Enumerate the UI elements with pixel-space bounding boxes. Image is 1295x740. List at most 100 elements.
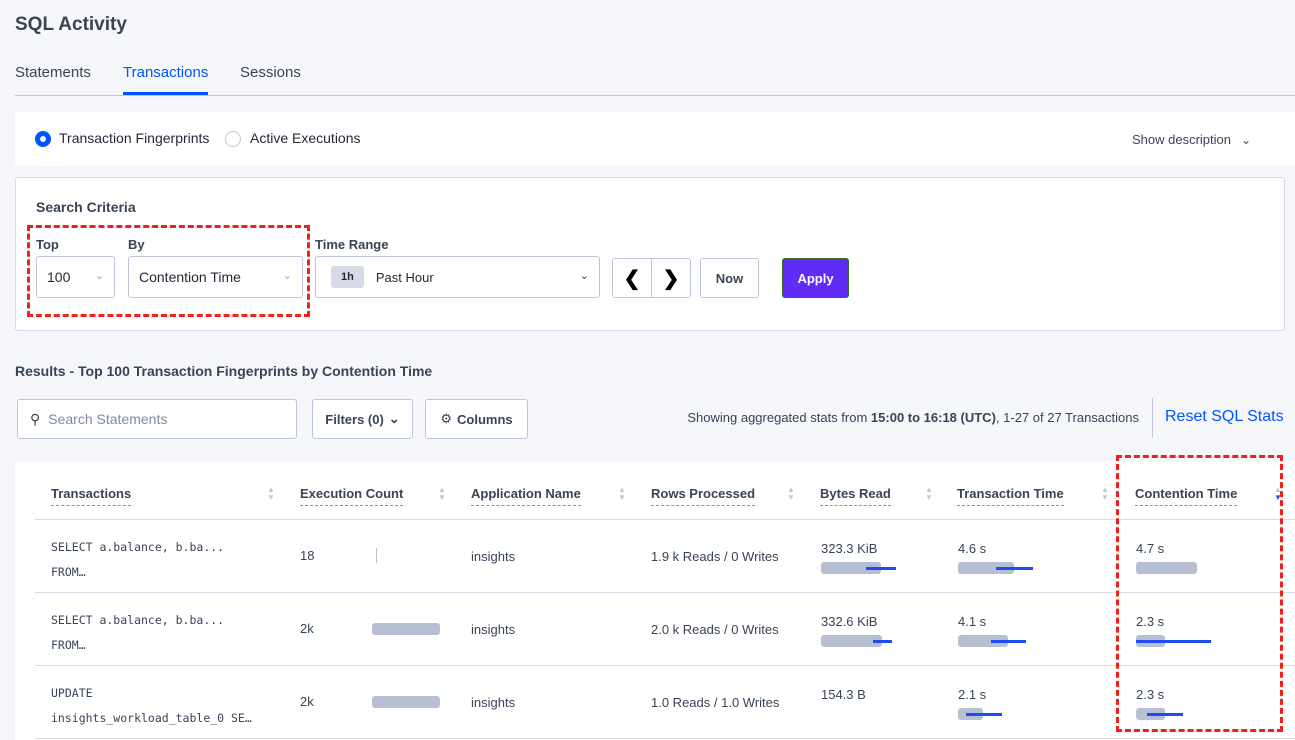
bytes-read: 323.3 KiB bbox=[821, 541, 878, 556]
columns-button[interactable]: ⚙ Columns bbox=[425, 399, 528, 439]
by-select[interactable]: Contention Time ⌄ bbox=[128, 256, 303, 298]
column-header-bytes-read[interactable]: Bytes Read bbox=[820, 486, 891, 506]
column-header-transaction-time[interactable]: Transaction Time bbox=[957, 486, 1064, 506]
chevron-down-icon: ⌄ bbox=[1241, 133, 1252, 147]
by-value: Contention Time bbox=[139, 269, 241, 285]
results-summary: Showing aggregated stats from 15:00 to 1… bbox=[687, 410, 1139, 425]
chevron-right-icon: ❯ bbox=[662, 267, 680, 290]
chevron-left-icon: ❮ bbox=[623, 267, 641, 290]
tab-divider bbox=[15, 95, 1295, 96]
sort-icon[interactable]: ▲ ▼ bbox=[267, 485, 275, 502]
header-divider bbox=[35, 519, 1295, 520]
contention-time: 2.3 s bbox=[1136, 687, 1165, 702]
time-badge: 1h bbox=[331, 266, 364, 288]
transaction-time: 2.1 s bbox=[958, 687, 987, 702]
transaction-time-mean-bar bbox=[958, 635, 1009, 647]
column-header-application-name[interactable]: Application Name bbox=[471, 486, 581, 506]
sort-icon[interactable]: ▲ ▼ bbox=[925, 485, 933, 502]
search-input[interactable]: ⚲ Search Statements bbox=[17, 399, 297, 439]
row-divider bbox=[35, 665, 1295, 666]
txn-line: FROM… bbox=[51, 565, 86, 579]
sort-icon[interactable]: ▲ ▼ bbox=[618, 485, 626, 502]
contention-time: 2.3 s bbox=[1136, 614, 1165, 629]
summary-suffix: , 1-27 of 27 Transactions bbox=[995, 410, 1139, 425]
filters-label: Filters (0) bbox=[325, 411, 384, 427]
sort-icon[interactable]: ▲ ▼ bbox=[438, 485, 446, 502]
txn-line: insights_workload_table_0 SE… bbox=[51, 711, 252, 725]
now-button[interactable]: Now bbox=[700, 258, 759, 298]
by-label: By bbox=[128, 237, 145, 252]
sort-icon[interactable]: ▲ ▼ bbox=[1274, 485, 1282, 502]
show-description-toggle[interactable]: Show description ⌄ bbox=[1132, 132, 1251, 147]
search-criteria-panel bbox=[15, 177, 1285, 331]
tab-statements[interactable]: Statements bbox=[15, 64, 91, 81]
transactions-table bbox=[15, 462, 1295, 740]
sort-icon[interactable]: ▲ ▼ bbox=[1101, 485, 1109, 502]
rows-processed: 1.9 k Reads / 0 Writes bbox=[651, 549, 779, 564]
transaction-fingerprint-link[interactable]: UPDATE insights_workload_table_0 SE… bbox=[51, 681, 252, 731]
filters-button[interactable]: Filters (0) ⌄ bbox=[312, 399, 413, 439]
page-title: SQL Activity bbox=[15, 14, 127, 35]
active-tab-indicator bbox=[123, 92, 208, 95]
top-value: 100 bbox=[47, 269, 71, 285]
transaction-time-mean-bar bbox=[958, 562, 1015, 574]
contention-time-deviation-line bbox=[1147, 713, 1183, 716]
column-header-transactions[interactable]: Transactions bbox=[51, 486, 132, 506]
chevron-down-icon: ⌄ bbox=[282, 270, 292, 282]
chevron-down-icon: ⌄ bbox=[94, 270, 104, 282]
previous-range-button[interactable]: ❮ bbox=[612, 258, 652, 298]
tab-transactions[interactable]: Transactions bbox=[123, 64, 209, 81]
time-range-label: Time Range bbox=[315, 237, 389, 252]
txn-line: FROM… bbox=[51, 638, 86, 652]
gear-icon: ⚙ bbox=[440, 411, 453, 426]
next-range-button[interactable]: ❯ bbox=[651, 258, 691, 298]
apply-button[interactable]: Apply bbox=[782, 258, 849, 298]
execution-count: 2k bbox=[300, 694, 314, 709]
columns-label: Columns bbox=[457, 411, 513, 427]
search-placeholder: Search Statements bbox=[48, 411, 168, 427]
search-criteria-heading: Search Criteria bbox=[36, 199, 136, 215]
contention-time-mean-bar bbox=[1136, 562, 1197, 574]
bytes-read: 332.6 KiB bbox=[821, 614, 878, 629]
sort-icon[interactable]: ▲ ▼ bbox=[787, 485, 795, 502]
execution-count-bar bbox=[372, 696, 440, 708]
rows-processed: 2.0 k Reads / 0 Writes bbox=[651, 622, 779, 637]
transaction-time: 4.1 s bbox=[958, 614, 987, 629]
execution-count-bar bbox=[376, 548, 377, 563]
transaction-time-deviation-line bbox=[965, 713, 1003, 716]
contention-time-deviation-line bbox=[1136, 640, 1211, 643]
tab-sessions[interactable]: Sessions bbox=[240, 64, 301, 81]
time-range-select[interactable]: 1h Past Hour ⌄ bbox=[315, 256, 600, 298]
column-header-execution-count[interactable]: Execution Count bbox=[300, 486, 404, 506]
bytes-read-deviation-line bbox=[872, 640, 893, 643]
top-select[interactable]: 100 ⌄ bbox=[36, 256, 115, 298]
bytes-read-mean-bar bbox=[821, 635, 882, 647]
row-divider bbox=[35, 592, 1295, 593]
show-description-label: Show description bbox=[1132, 132, 1231, 147]
execution-count: 2k bbox=[300, 621, 314, 636]
bytes-read-deviation-line bbox=[866, 567, 896, 570]
summary-prefix: Showing aggregated stats from bbox=[687, 410, 871, 425]
radio-label[interactable]: Transaction Fingerprints bbox=[59, 130, 210, 146]
txn-line: SELECT a.balance, b.ba... bbox=[51, 540, 225, 554]
column-header-rows-processed[interactable]: Rows Processed bbox=[651, 486, 756, 506]
column-header-contention-time[interactable]: Contention Time bbox=[1135, 486, 1238, 506]
txn-line: UPDATE bbox=[51, 686, 93, 700]
execution-count: 18 bbox=[300, 548, 315, 563]
radio-active-executions[interactable] bbox=[225, 131, 241, 147]
transaction-fingerprint-link[interactable]: SELECT a.balance, b.ba... FROM… bbox=[51, 535, 224, 585]
highlight-box bbox=[1116, 455, 1283, 732]
application-name: insights bbox=[471, 622, 516, 637]
highlight-box bbox=[27, 225, 310, 317]
top-label: Top bbox=[36, 237, 59, 252]
application-name: insights bbox=[471, 549, 516, 564]
search-icon: ⚲ bbox=[30, 410, 41, 427]
bytes-read-mean-bar bbox=[821, 562, 881, 574]
reset-sql-stats-link[interactable]: Reset SQL Stats bbox=[1165, 408, 1284, 425]
summary-range: 15:00 to 16:18 (UTC) bbox=[870, 410, 996, 425]
radio-label[interactable]: Active Executions bbox=[250, 130, 361, 146]
bytes-read: 154.3 B bbox=[821, 687, 866, 702]
chevron-down-icon: ⌄ bbox=[579, 270, 589, 282]
transaction-fingerprint-link[interactable]: SELECT a.balance, b.ba... FROM… bbox=[51, 608, 224, 658]
radio-transaction-fingerprints[interactable] bbox=[35, 131, 51, 147]
